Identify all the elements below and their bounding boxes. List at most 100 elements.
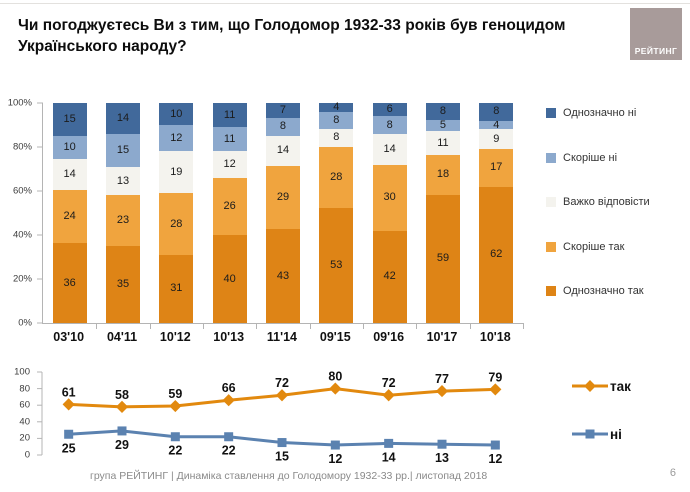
bar-segment: 14 (52, 158, 87, 190)
axis-tick-label: 100% (7, 97, 32, 109)
axis-tick (96, 323, 98, 329)
footer-caption: група РЕЙТИНГ | Динаміка ставлення до Го… (90, 470, 488, 482)
axis-tick (37, 234, 43, 236)
data-point-value: 12 (488, 452, 502, 466)
legend-label: Скоріше ні (563, 151, 618, 164)
bar-slot: 59 18 11 5 8 (416, 103, 469, 323)
bar-slot: 35 23 13 15 14 (96, 103, 149, 323)
axis-tick (309, 323, 311, 329)
data-point-marker (489, 383, 502, 396)
bar-segment: 8 (372, 116, 407, 134)
axis-tick (37, 102, 43, 104)
axis-tick (256, 323, 258, 329)
bar-segment: 11 (425, 131, 460, 156)
legend-marker-shape (584, 380, 596, 392)
bar-segment-value: 30 (383, 191, 396, 204)
bar-segment-value: 11 (223, 108, 236, 121)
bar-segment-value: 10 (63, 140, 76, 153)
stacked-bar: 31 28 19 12 10 (159, 103, 194, 323)
axis-tick-label: 80 (19, 383, 30, 395)
rating-logo-text: РЕЙТИНГ (634, 46, 678, 56)
line-chart-svg: 61 58 59 66 72 80 72 77 79 25 29 22 22 15 12 14 13 12 (37, 370, 502, 466)
line-chart-legend: так ні (572, 376, 631, 444)
stacked-bar: 40 26 12 11 11 (212, 103, 247, 323)
data-point-value: 22 (222, 444, 236, 458)
data-point-marker (277, 438, 287, 448)
axis-tick-label: 100 (14, 366, 30, 378)
bar-segment: 4 (319, 101, 354, 112)
bar-segment-value: 23 (116, 214, 130, 227)
category-label: 10'18 (479, 330, 511, 344)
bar-segment-value: 18 (436, 168, 450, 181)
bar-slot: 36 24 14 10 15 (43, 103, 96, 323)
bar-chart-legend: Однозначно ні Скоріше ні Важко відповісти С… (546, 106, 650, 298)
data-point-marker (275, 389, 289, 402)
bar-slot: 40 26 12 11 11 (203, 103, 256, 323)
bar-segment: 31 (159, 254, 194, 323)
bar-segment: 6 (372, 103, 407, 117)
stacked-bar: 42 30 14 8 6 (372, 103, 407, 323)
data-point-value: 14 (382, 450, 396, 464)
stacked-bar: 43 29 14 8 7 (265, 103, 300, 323)
data-point-marker (115, 400, 129, 413)
bar-segment: 4 (479, 119, 514, 130)
bar-segment-value: 62 (490, 248, 503, 261)
bar-segment: 10 (159, 103, 194, 126)
bar-segment-value: 8 (439, 105, 447, 118)
stacked-bar: 53 28 8 8 4 (319, 101, 354, 323)
bar-segment-value: 59 (436, 252, 450, 265)
page-number: 6 (669, 467, 676, 479)
bar-segment-value: 29 (276, 191, 290, 204)
bar-segment: 62 (479, 186, 514, 323)
data-point-marker (170, 432, 180, 442)
bar-segment-value: 8 (386, 118, 393, 131)
bar-segment-value: 35 (116, 278, 130, 290)
bar-segment: 8 (319, 111, 354, 130)
bar-segment: 35 (105, 246, 140, 323)
category-label: 10'13 (213, 330, 245, 344)
bar-slot: 62 17 9 4 8 (470, 103, 523, 323)
legend-label: так (610, 378, 631, 394)
axis-tick (523, 323, 524, 329)
bar-segment: 36 (52, 243, 87, 323)
category-label: 10'17 (426, 330, 458, 344)
bar-segment-value: 15 (116, 143, 130, 156)
bar-segment-value: 14 (63, 167, 76, 180)
category-label: 09'16 (373, 330, 405, 344)
bar-segment: 28 (319, 146, 354, 208)
bar-segment-value: 28 (170, 217, 183, 230)
bar-segment: 29 (265, 166, 300, 230)
legend-item: Однозначно так (546, 284, 650, 298)
legend-label: Скоріше так (563, 240, 625, 253)
legend-swatch (546, 152, 556, 163)
bar-segment: 17 (479, 149, 514, 187)
data-point-value: 29 (115, 438, 129, 452)
bar-segment: 19 (159, 151, 194, 194)
axis-tick (37, 278, 43, 280)
bar-segment: 15 (105, 133, 140, 167)
bar-segment: 23 (105, 195, 140, 246)
legend-label: ні (610, 426, 622, 442)
data-point-value: 72 (382, 376, 396, 390)
data-point-value: 66 (222, 381, 236, 395)
bar-segment: 43 (265, 229, 300, 323)
bar-segment-value: 12 (170, 131, 183, 144)
bar-segment-value: 6 (386, 103, 393, 116)
axis-tick-label: 0% (18, 317, 32, 329)
bar-slot: 42 30 14 8 6 (363, 103, 416, 323)
axis-tick-label: 0 (24, 449, 30, 461)
bar-segment-value: 28 (330, 170, 343, 183)
line-chart-y-axis: 100 80 60 40 20 0 (0, 367, 38, 461)
axis-tick-label: 80% (12, 141, 32, 153)
bar-segment: 8 (319, 129, 354, 147)
data-point-value: 61 (62, 385, 76, 399)
bar-segment: 14 (372, 133, 407, 165)
data-point-marker (222, 394, 235, 407)
bar-segment: 28 (159, 193, 194, 255)
legend-item: Скоріше ні (546, 151, 650, 165)
data-point-value: 12 (328, 452, 342, 466)
bar-segment: 18 (425, 155, 460, 195)
axis-tick (362, 323, 364, 329)
bar-segment: 30 (372, 164, 407, 231)
stacked-bar: 36 24 14 10 15 (52, 103, 87, 323)
